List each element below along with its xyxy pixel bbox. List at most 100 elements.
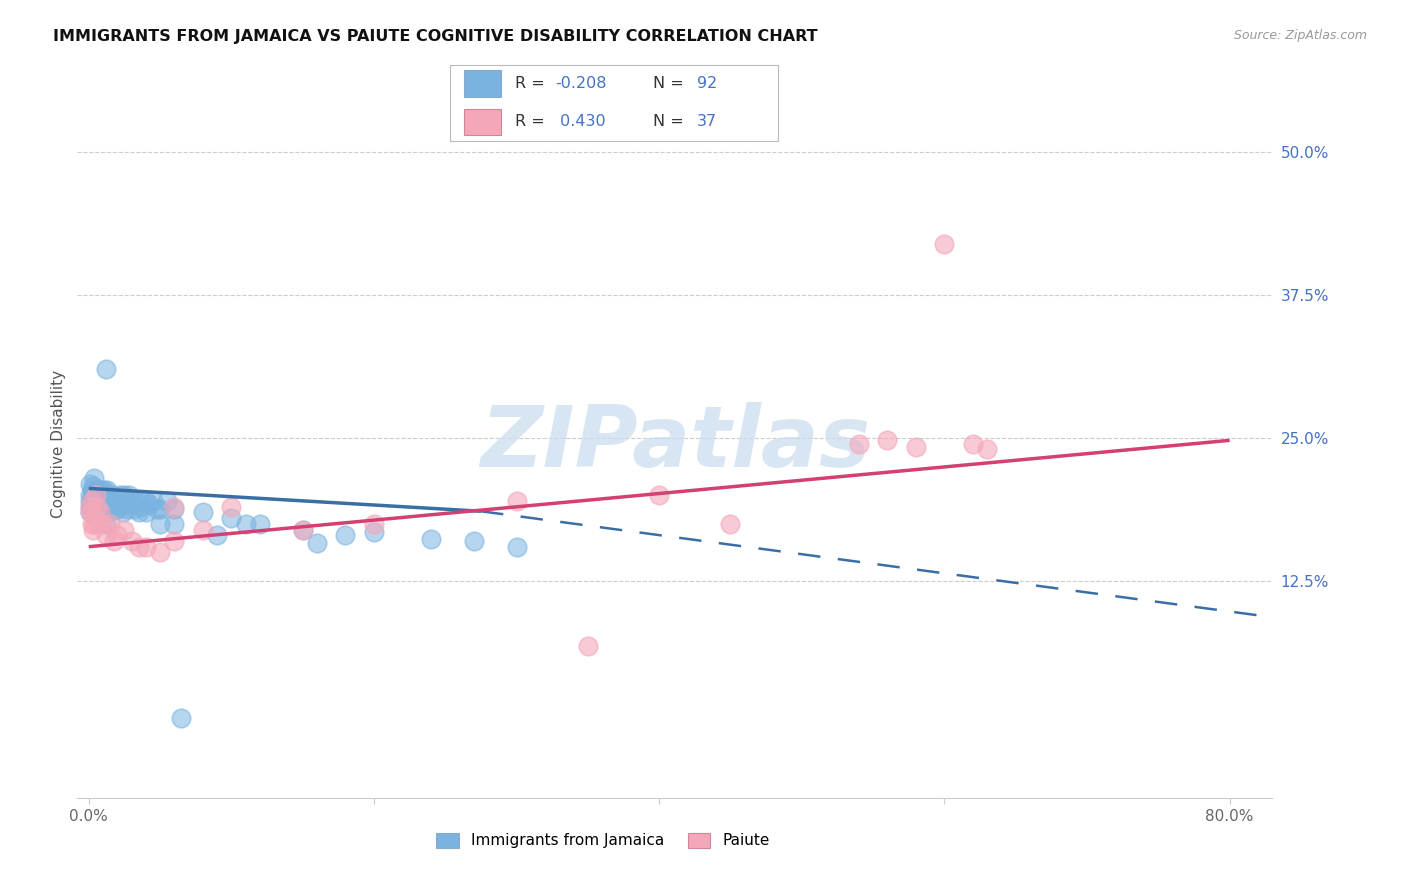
Point xyxy=(79,500,101,514)
Point xyxy=(98,497,121,511)
Point xyxy=(96,500,118,514)
Point xyxy=(94,494,117,508)
Point xyxy=(149,516,172,531)
Point xyxy=(221,511,243,525)
Point xyxy=(82,502,104,516)
Point xyxy=(138,497,160,511)
Point xyxy=(98,516,121,531)
Point xyxy=(84,483,107,497)
Point xyxy=(79,505,101,519)
Text: 0.430: 0.430 xyxy=(555,114,606,129)
Point xyxy=(89,488,111,502)
Point xyxy=(91,488,114,502)
Point xyxy=(132,494,155,508)
Point xyxy=(79,494,101,508)
Point xyxy=(89,505,111,519)
Point xyxy=(221,500,243,514)
Point xyxy=(83,494,105,508)
Point xyxy=(82,479,104,493)
Point xyxy=(98,488,121,502)
Point xyxy=(80,496,103,510)
Point xyxy=(83,486,105,500)
Point xyxy=(146,502,169,516)
Point xyxy=(191,523,214,537)
Point xyxy=(87,483,110,497)
Point xyxy=(82,523,104,537)
Point xyxy=(101,488,124,502)
Point xyxy=(87,494,110,508)
Point xyxy=(129,500,152,514)
Point xyxy=(82,505,104,519)
Point xyxy=(97,491,120,505)
Point xyxy=(305,536,328,550)
Point xyxy=(576,639,599,653)
FancyBboxPatch shape xyxy=(450,65,778,141)
Point xyxy=(80,494,103,508)
Point xyxy=(83,502,105,516)
Y-axis label: Cognitive Disability: Cognitive Disability xyxy=(51,369,66,518)
Point xyxy=(235,516,257,531)
Point xyxy=(80,516,103,531)
Point xyxy=(107,494,129,508)
Point xyxy=(79,476,101,491)
Point xyxy=(205,528,228,542)
Point xyxy=(170,711,193,725)
Text: R =: R = xyxy=(515,114,550,129)
Point xyxy=(86,494,108,508)
Point xyxy=(105,502,128,516)
Point xyxy=(363,524,385,539)
Point xyxy=(93,494,115,508)
Point xyxy=(96,483,118,497)
Point xyxy=(112,488,135,502)
Text: 37: 37 xyxy=(697,114,717,129)
Point xyxy=(291,523,314,537)
Point xyxy=(112,494,135,508)
Point xyxy=(91,516,114,531)
Point xyxy=(149,545,172,559)
Legend: Immigrants from Jamaica, Paiute: Immigrants from Jamaica, Paiute xyxy=(430,827,776,855)
Point xyxy=(163,516,186,531)
Point xyxy=(80,502,103,516)
Point xyxy=(876,434,898,448)
Point xyxy=(86,500,108,514)
Point xyxy=(291,523,314,537)
Point xyxy=(249,516,271,531)
Text: IMMIGRANTS FROM JAMAICA VS PAIUTE COGNITIVE DISABILITY CORRELATION CHART: IMMIGRANTS FROM JAMAICA VS PAIUTE COGNIT… xyxy=(53,29,818,44)
Point xyxy=(463,533,485,548)
Point xyxy=(121,533,143,548)
Point xyxy=(128,540,150,554)
Point xyxy=(135,505,157,519)
Point xyxy=(105,528,128,542)
Point xyxy=(962,437,984,451)
Point xyxy=(82,497,104,511)
Point xyxy=(121,497,143,511)
Point xyxy=(84,505,107,519)
Text: N =: N = xyxy=(652,114,689,129)
Point xyxy=(79,500,101,514)
Point xyxy=(94,528,117,542)
Point xyxy=(89,497,111,511)
Point xyxy=(505,540,527,554)
Point xyxy=(934,236,956,251)
Point xyxy=(103,497,125,511)
Point xyxy=(84,491,107,506)
Point xyxy=(163,533,186,548)
Point xyxy=(90,483,112,497)
Point xyxy=(163,500,186,514)
Point xyxy=(135,494,157,508)
Text: Source: ZipAtlas.com: Source: ZipAtlas.com xyxy=(1233,29,1367,42)
Text: ZIPatlas: ZIPatlas xyxy=(479,402,870,485)
Point xyxy=(124,502,146,516)
Text: -0.208: -0.208 xyxy=(555,76,606,91)
Point xyxy=(79,505,101,519)
Point xyxy=(363,516,385,531)
Bar xyxy=(464,70,501,97)
Point xyxy=(121,494,143,508)
Point xyxy=(108,488,131,502)
Point xyxy=(128,505,150,519)
Point xyxy=(83,471,105,485)
Point xyxy=(86,488,108,502)
Point xyxy=(91,502,114,516)
Point xyxy=(335,528,357,542)
Point xyxy=(142,494,165,508)
